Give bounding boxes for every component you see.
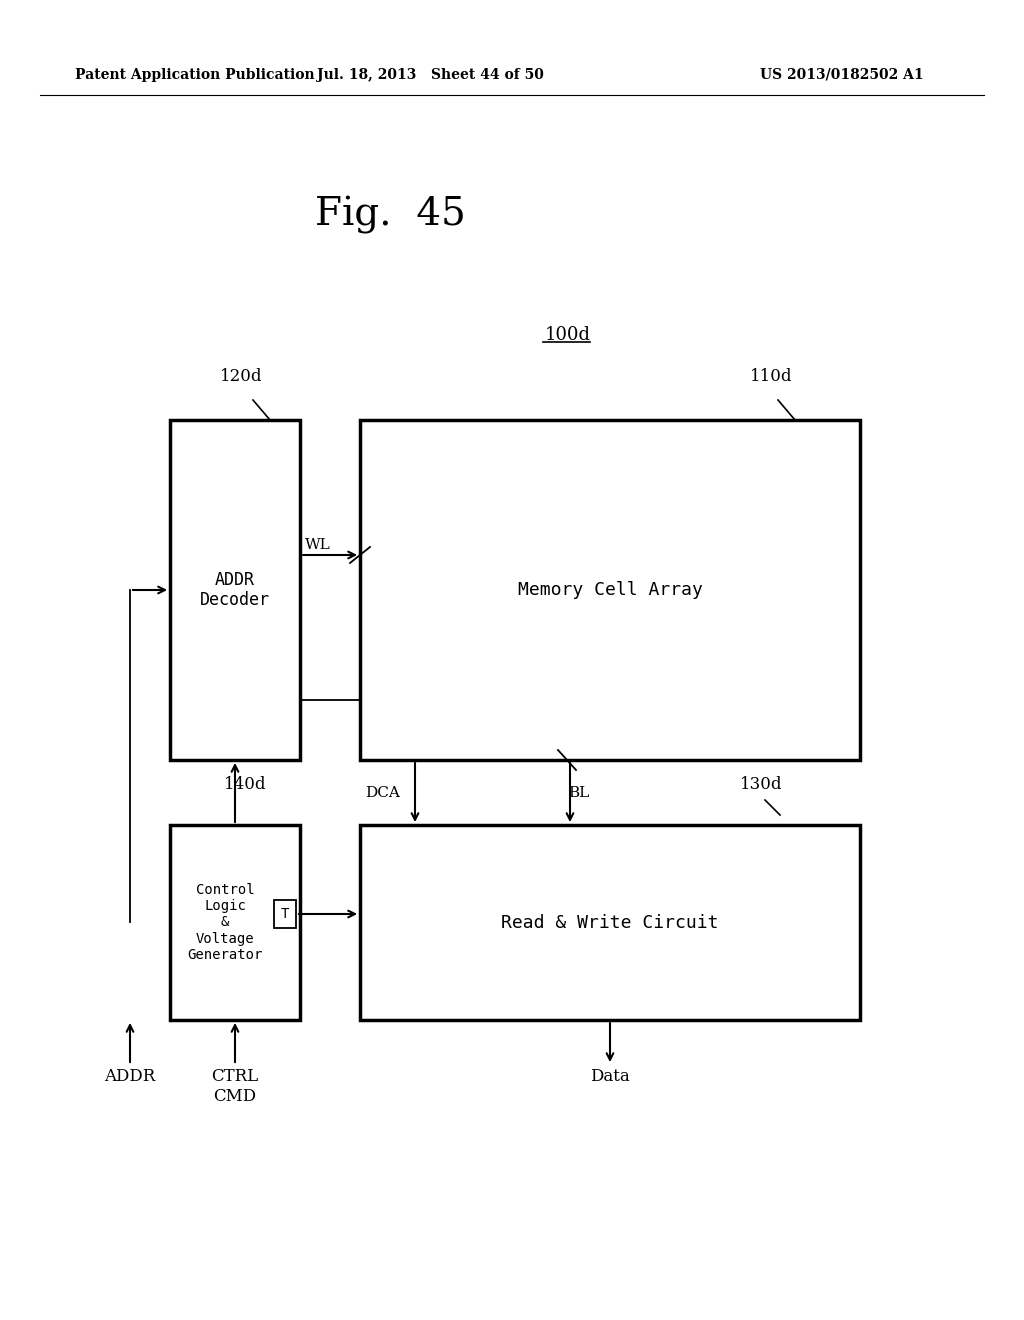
Text: 120d: 120d [220,368,262,385]
Bar [360,420,860,760]
Text: Patent Application Publication: Patent Application Publication [75,69,314,82]
Text: 130d: 130d [740,776,782,793]
Bar [274,900,296,928]
Text: T: T [281,907,289,921]
Text: CTRL
CMD: CTRL CMD [211,1068,259,1105]
Bar [360,825,860,1020]
Text: Fig.  45: Fig. 45 [314,195,466,234]
Text: 140d: 140d [224,776,266,793]
Text: Data: Data [590,1068,630,1085]
Text: ADDR: ADDR [104,1068,156,1085]
Text: Memory Cell Array: Memory Cell Array [517,581,702,599]
Text: Jul. 18, 2013   Sheet 44 of 50: Jul. 18, 2013 Sheet 44 of 50 [316,69,544,82]
Text: Read & Write Circuit: Read & Write Circuit [502,913,719,932]
Text: BL: BL [568,785,589,800]
Text: 110d: 110d [750,368,793,385]
Text: US 2013/0182502 A1: US 2013/0182502 A1 [760,69,924,82]
Text: WL: WL [305,539,331,552]
Text: Control
Logic
&
Voltage
Generator: Control Logic & Voltage Generator [187,883,263,962]
Text: 100d: 100d [545,326,591,345]
Bar [170,420,300,760]
Bar [170,825,300,1020]
Text: DCA: DCA [365,785,400,800]
Text: ADDR
Decoder: ADDR Decoder [200,570,270,610]
